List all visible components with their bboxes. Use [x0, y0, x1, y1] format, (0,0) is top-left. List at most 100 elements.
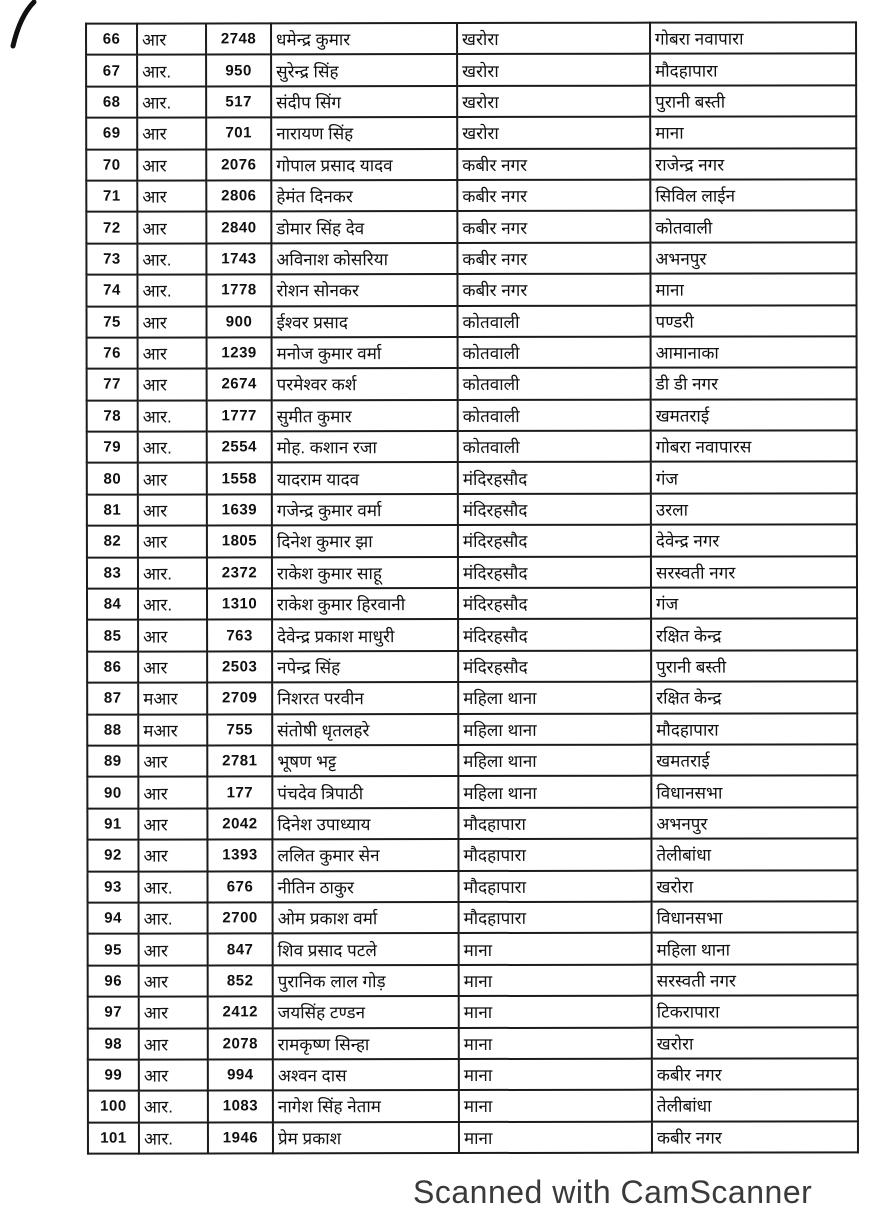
cell-name: दिनेश कुमार झा	[271, 525, 458, 557]
cell-rank: आर	[138, 933, 208, 966]
cell-name: ईश्वर प्रसाद	[271, 305, 458, 338]
cell-name: जयसिंह टण्डन	[272, 996, 459, 1028]
cell-police-station: मौदहापारा	[458, 807, 652, 840]
cell-serial-number: 70	[86, 149, 138, 181]
cell-posting: कबीर नगर	[651, 1120, 858, 1153]
cell-name: डोमार सिंह देव	[271, 211, 458, 244]
table-row: 99 आर 994 अश्वन दास माना कबीर नगर	[87, 1058, 858, 1091]
cell-police-station: मौदहापारा	[458, 870, 652, 902]
table-row: 83 आर. 2372 राकेश कुमार साहू मंदिरहसौद सरस्वत…	[86, 555, 857, 589]
cell-serial-number: 78	[86, 400, 138, 432]
cell-police-station: मौदहापारा	[458, 901, 652, 934]
cell-name: सुरेन्द्र सिंह	[271, 54, 458, 87]
camscanner-watermark: Scanned with CamScanner	[413, 1174, 813, 1210]
table-row: 95 आर 847 शिव प्रसाद पटले माना महिला थाना	[87, 932, 858, 966]
table-row: 101 आर. 1946 प्रेम प्रकाश माना कबीर नगर	[87, 1120, 858, 1154]
cell-rank: आर.	[137, 243, 207, 275]
cell-posting: देवेन्द्र नगर	[650, 524, 857, 557]
cell-rank: आर	[138, 619, 208, 652]
cell-police-station: मंदिरहसौद	[457, 556, 651, 589]
cell-police-station: माना	[458, 995, 652, 1028]
table-row: 98 आर 2078 रामकृष्ण सिन्हा माना खरोरा	[87, 1026, 858, 1060]
cell-badge-number: 2412	[207, 996, 273, 1028]
cell-police-station: माना	[458, 1027, 652, 1059]
cell-police-station: महिला थाना	[458, 713, 652, 746]
table-row: 100 आर. 1083 नागेश सिंह नेताम माना तेलीबांधा	[87, 1089, 858, 1123]
cell-serial-number: 83	[86, 557, 139, 589]
cell-police-station: कोतवाली	[457, 367, 651, 400]
cell-serial-number: 84	[87, 588, 139, 621]
table-row: 79 आर. 2554 मोह. कशान रजा कोतवाली गोबरा नवापा…	[86, 430, 857, 464]
cell-rank: आर	[138, 839, 208, 872]
cell-rank: आर	[137, 211, 207, 244]
cell-posting: कोतवाली	[650, 210, 857, 243]
cell-serial-number: 76	[86, 337, 138, 369]
cell-police-station: मंदिरहसौद	[457, 462, 651, 494]
cell-name: राकेश कुमार हिरवानी	[272, 588, 459, 620]
cell-badge-number: 1777	[206, 400, 272, 432]
cell-posting: रक्षित केन्द्र	[651, 681, 858, 714]
cell-posting: सरस्वती नगर	[650, 555, 857, 588]
cell-badge-number: 1743	[206, 243, 272, 275]
cell-police-station: खरोरा	[457, 116, 651, 149]
cell-name: अश्वन दास	[272, 1058, 459, 1091]
table-row: 85 आर 763 देवेन्द्र प्रकाश माधुरी मंदिरहसौद र…	[87, 618, 858, 652]
cell-serial-number: 97	[87, 996, 139, 1029]
cell-police-station: मंदिरहसौद	[458, 619, 652, 651]
cell-rank: आर	[137, 23, 207, 55]
cell-badge-number: 852	[207, 965, 273, 997]
cell-serial-number: 66	[86, 23, 138, 56]
cell-name: संतोषी धृतलहरे	[272, 713, 459, 746]
cell-badge-number: 701	[206, 117, 272, 150]
cell-rank: आर.	[138, 588, 208, 621]
cell-posting: माना	[650, 116, 857, 149]
cell-badge-number: 2700	[207, 902, 273, 934]
table-row: 66 आर 2748 धमेन्द्र कुमार खरोरा गोबरा नवापारा	[86, 22, 857, 56]
cell-posting: खरोरा	[651, 1026, 858, 1059]
table-row: 86 आर 2503 नपेन्द्र सिंह मंदिरहसौद पुरानी बस्…	[87, 650, 858, 683]
table-row: 80 आर 1558 यादराम यादव मंदिरहसौद गंज	[86, 461, 857, 495]
cell-serial-number: 93	[87, 871, 139, 903]
cell-badge-number: 847	[207, 933, 273, 966]
cell-police-station: मंदिरहसौद	[457, 524, 651, 557]
cell-serial-number: 74	[86, 274, 138, 307]
cell-police-station: कोतवाली	[457, 430, 651, 463]
cell-name: पुरानिक लाल गोड़	[272, 964, 459, 997]
cell-rank: आर.	[138, 1122, 208, 1154]
cell-serial-number: 94	[87, 902, 139, 934]
cell-posting: सिविल लाईन	[650, 179, 857, 212]
cell-posting: सरस्वती नगर	[651, 964, 858, 996]
cell-police-station: खरोरा	[457, 85, 651, 118]
table-row: 75 आर 900 ईश्वर प्रसाद कोतवाली पण्डरी	[86, 304, 857, 338]
table-row: 92 आर 1393 ललित कुमार सेन मौदहापारा तेलीबांधा	[87, 838, 858, 872]
cell-name: दिनेश उपाध्याय	[272, 807, 459, 840]
cell-badge-number: 1393	[207, 839, 273, 872]
cell-rank: आर	[138, 745, 208, 777]
cell-serial-number: 82	[86, 525, 138, 558]
cell-rank: आर	[138, 651, 208, 683]
cell-police-station: माना	[458, 1058, 652, 1091]
cell-posting: गंज	[650, 587, 858, 620]
table-row: 96 आर 852 पुरानिक लाल गोड़ माना सरस्वती नगर	[87, 964, 858, 997]
cell-name: गोपाल प्रसाद यादव	[271, 148, 458, 181]
table-row: 97 आर 2412 जयसिंह टण्डन माना टिकरापारा	[87, 995, 858, 1029]
cell-badge-number: 1946	[207, 1122, 273, 1154]
cell-rank: आर	[138, 808, 208, 840]
cell-serial-number: 85	[87, 620, 139, 652]
table-row: 93 आर. 676 नीतिन ठाकुर मौदहापारा खरोरा	[87, 869, 858, 903]
cell-posting: आमानाका	[650, 336, 857, 368]
cell-badge-number: 676	[207, 870, 273, 903]
cell-badge-number: 2503	[207, 651, 273, 683]
table-row: 88 मआर 755 संतोषी धृतलहरे महिला थाना मौदहापार…	[87, 712, 858, 746]
cell-badge-number: 2748	[206, 23, 272, 55]
cell-badge-number: 2554	[206, 431, 272, 463]
cell-serial-number: 92	[87, 839, 139, 872]
cell-posting: गोबरा नवापारा	[650, 22, 857, 55]
cell-police-station: खरोरा	[457, 22, 651, 55]
cell-rank: आर	[137, 180, 207, 212]
cell-rank: आर	[137, 368, 207, 401]
cell-serial-number: 101	[87, 1122, 139, 1154]
cell-serial-number: 89	[87, 745, 139, 778]
cell-posting: उरला	[650, 493, 857, 525]
cell-rank: आर.	[137, 400, 207, 432]
